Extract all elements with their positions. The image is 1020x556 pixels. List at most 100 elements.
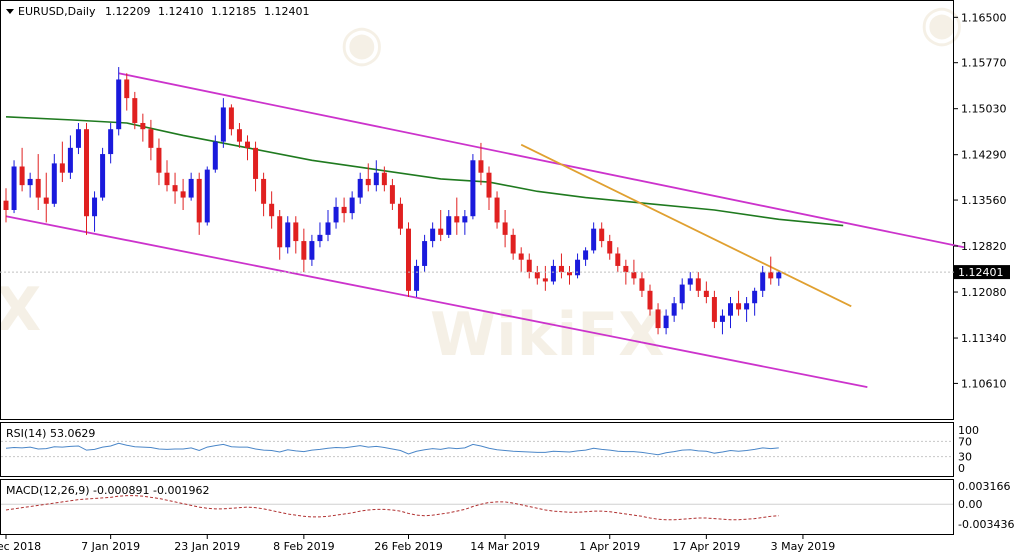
price-tick-label: 1.15030 <box>961 103 1007 116</box>
dropdown-triangle-icon[interactable] <box>6 9 14 14</box>
candle <box>470 154 476 220</box>
svg-text:EURUSD,Daily 1.12209: EURUSD,Daily 1.12209 1.12410 1.12185 1.1… <box>18 5 310 18</box>
candle <box>744 297 750 322</box>
chart-header: EURUSD,Daily 1.12209 1.12410 1.12185 1.1… <box>6 5 310 497</box>
date-tick-label: 8 Feb 2019 <box>273 540 334 553</box>
candle <box>591 222 597 254</box>
ohlc-close: 1.12401 <box>264 5 310 18</box>
svg-text:◉: ◉ <box>920 0 964 52</box>
candle <box>43 172 49 223</box>
svg-text:◉: ◉ <box>340 14 384 72</box>
candle <box>430 222 436 248</box>
ohlc-low: 1.12185 <box>211 5 257 18</box>
candle <box>148 119 154 161</box>
rsi-tick-label: 70 <box>958 435 972 448</box>
date-tick-label: 17 Apr 2019 <box>672 540 740 553</box>
candle <box>253 141 259 192</box>
candle <box>269 191 275 229</box>
rsi-pane <box>0 422 954 477</box>
candle <box>647 284 653 316</box>
candle <box>711 290 717 329</box>
candle <box>776 271 782 286</box>
svg-text:WikiFX: WikiFX <box>430 300 664 370</box>
ohlc-high: 1.12410 <box>158 5 204 18</box>
rsi-tick-label: 0 <box>958 462 965 475</box>
watermark: X WikiFX ◉ ◉ <box>0 0 964 370</box>
price-pane <box>0 0 954 420</box>
candle <box>679 278 685 310</box>
candle <box>212 135 218 173</box>
candle <box>558 253 564 279</box>
candle <box>35 154 41 210</box>
date-tick-label: 14 Mar 2019 <box>470 540 540 553</box>
candle <box>245 135 250 161</box>
macd-tick-label: 0.003166 <box>958 480 1011 493</box>
macd-tick-label: 0.00 <box>958 498 983 511</box>
price-tick-label: 1.10610 <box>961 377 1007 390</box>
rsi-label: RSI(14) 53.0629 <box>6 427 95 440</box>
price-tick-label: 1.13560 <box>961 194 1007 207</box>
candle <box>27 172 33 198</box>
candle <box>639 272 645 298</box>
candle <box>285 216 291 254</box>
candle <box>116 67 122 136</box>
candle <box>389 178 395 210</box>
candle <box>663 309 669 335</box>
channel-lower-line <box>5 215 868 389</box>
candle <box>100 147 106 201</box>
candle <box>172 172 178 204</box>
candle <box>108 122 114 164</box>
macd-signal-line <box>5 495 779 521</box>
candle <box>164 160 170 192</box>
candle <box>309 234 315 266</box>
candle <box>11 160 17 214</box>
candle <box>671 297 677 322</box>
candle <box>719 309 725 335</box>
candle <box>687 272 693 291</box>
candle <box>293 216 299 254</box>
candle <box>462 210 468 235</box>
candle <box>567 265 572 285</box>
price-tick-label: 1.15770 <box>961 57 1007 70</box>
macd-label: MACD(12,26,9) -0.000891 -0.001962 <box>6 484 209 497</box>
rsi-line <box>5 442 779 456</box>
candle <box>357 172 363 204</box>
timeframe-label: Daily <box>68 5 96 18</box>
candle <box>317 222 323 248</box>
candle <box>397 197 403 235</box>
candle <box>615 247 621 273</box>
price-tick-label: 1.16500 <box>961 11 1007 24</box>
candle <box>188 172 194 201</box>
symbol-label: EURUSD <box>18 5 64 18</box>
candle <box>325 210 331 242</box>
svg-text:X: X <box>0 275 41 345</box>
candle <box>341 197 347 223</box>
candle <box>59 141 65 183</box>
candle <box>526 253 532 279</box>
candle <box>204 166 210 226</box>
candle <box>228 104 234 136</box>
candle <box>156 138 162 186</box>
candle <box>373 160 379 192</box>
candle <box>3 188 9 223</box>
candle <box>406 222 411 298</box>
candle <box>728 297 733 329</box>
candle <box>438 210 444 242</box>
candle <box>124 73 130 111</box>
current-price-label: 1.12401 <box>958 266 1004 279</box>
candle <box>542 265 548 291</box>
candle <box>583 247 589 266</box>
candle <box>502 210 508 248</box>
candle <box>760 265 766 298</box>
candle <box>736 290 742 316</box>
candle <box>220 98 226 148</box>
candle <box>486 166 492 210</box>
candle <box>196 172 202 235</box>
candle <box>92 191 98 232</box>
candle <box>422 234 428 273</box>
ohlc-open: 1.12209 <box>105 5 151 18</box>
date-tick-label: 1 Apr 2019 <box>579 540 640 553</box>
macd-pane <box>0 479 954 535</box>
candle <box>454 197 460 235</box>
